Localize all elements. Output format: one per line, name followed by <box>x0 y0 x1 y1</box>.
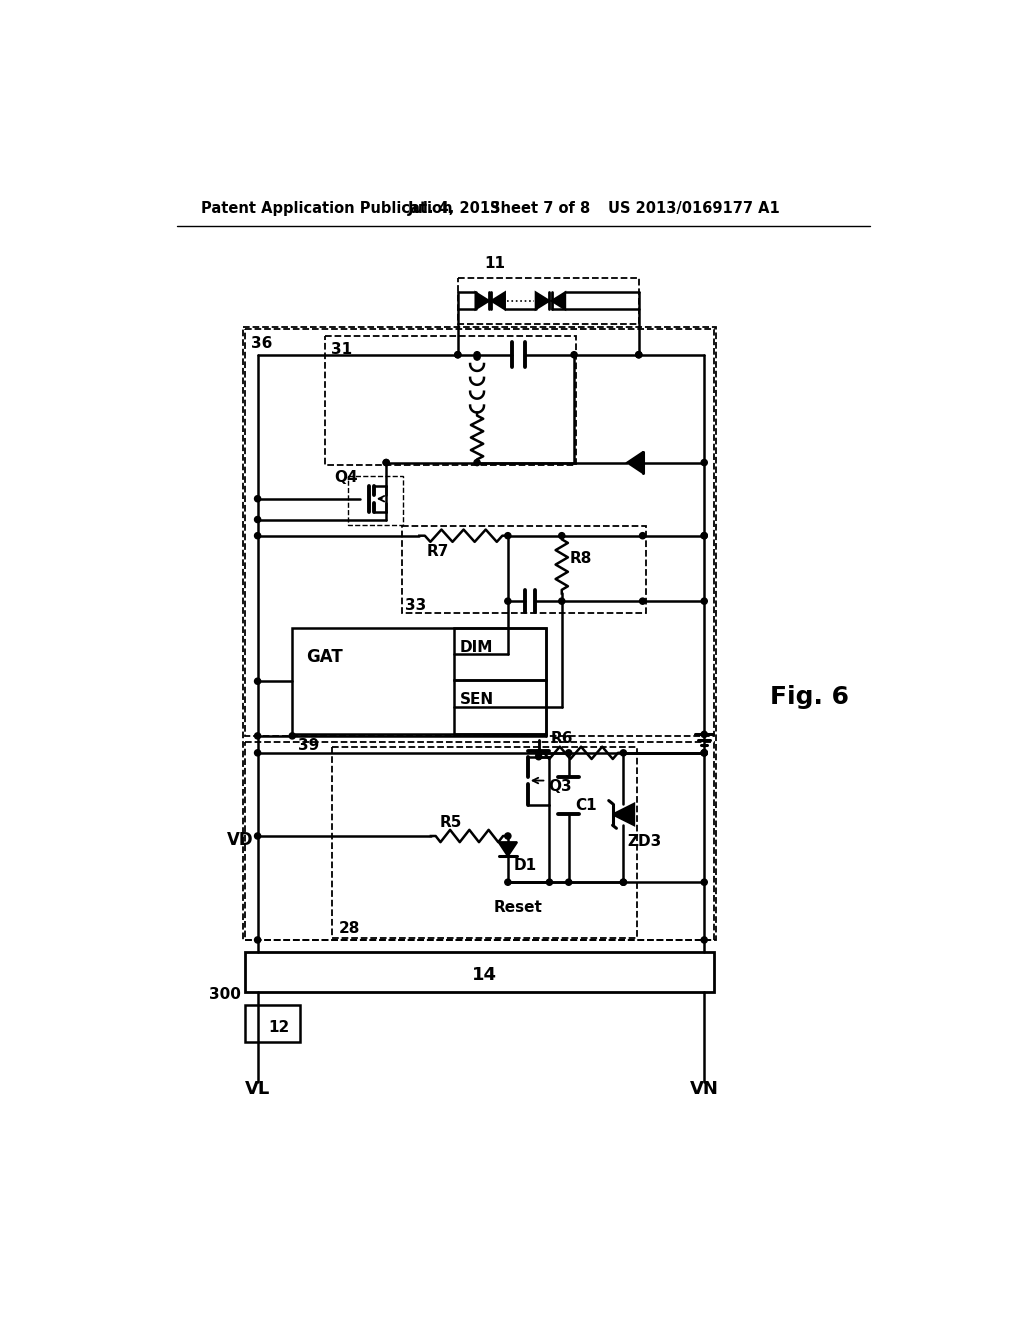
Circle shape <box>505 833 511 840</box>
Bar <box>245 742 714 940</box>
Circle shape <box>701 532 708 539</box>
Text: ZD3: ZD3 <box>628 833 662 849</box>
Text: 36: 36 <box>251 335 272 351</box>
Text: Q3: Q3 <box>548 779 571 795</box>
Circle shape <box>255 750 261 756</box>
Circle shape <box>701 598 708 605</box>
Circle shape <box>474 354 480 360</box>
Text: 12: 12 <box>268 1020 290 1035</box>
Polygon shape <box>536 293 549 309</box>
Circle shape <box>255 495 261 502</box>
Text: Reset: Reset <box>494 900 543 915</box>
Text: R8: R8 <box>569 552 592 566</box>
Circle shape <box>701 731 708 738</box>
Circle shape <box>640 598 646 605</box>
Polygon shape <box>612 804 634 825</box>
Circle shape <box>636 351 642 358</box>
Circle shape <box>383 459 389 466</box>
Text: D1: D1 <box>514 858 538 873</box>
Circle shape <box>383 459 389 466</box>
Circle shape <box>255 678 261 684</box>
Bar <box>245 1006 300 1043</box>
Circle shape <box>289 733 295 739</box>
Circle shape <box>536 750 542 756</box>
Circle shape <box>455 351 461 358</box>
Text: VL: VL <box>245 1080 270 1097</box>
Bar <box>243 327 716 940</box>
Text: Q4: Q4 <box>335 470 358 484</box>
Circle shape <box>701 532 708 539</box>
Bar <box>454 628 547 681</box>
Text: Jul. 4, 2013: Jul. 4, 2013 <box>408 201 501 216</box>
Text: Fig. 6: Fig. 6 <box>770 685 849 709</box>
Text: SEN: SEN <box>460 692 495 708</box>
Bar <box>401 527 646 612</box>
Text: VN: VN <box>690 1080 719 1097</box>
Circle shape <box>571 351 578 358</box>
Circle shape <box>255 733 261 739</box>
Bar <box>325 335 575 465</box>
Circle shape <box>455 351 461 358</box>
Text: US 2013/0169177 A1: US 2013/0169177 A1 <box>608 201 779 216</box>
Bar <box>245 952 714 991</box>
Circle shape <box>701 459 708 466</box>
Circle shape <box>474 459 480 466</box>
Circle shape <box>255 532 261 539</box>
Text: 33: 33 <box>406 598 427 612</box>
Circle shape <box>640 532 646 539</box>
Bar <box>333 747 637 937</box>
Circle shape <box>565 879 571 886</box>
Text: 31: 31 <box>331 342 352 356</box>
Circle shape <box>636 351 642 358</box>
Text: 14: 14 <box>472 966 497 985</box>
Circle shape <box>701 937 708 942</box>
Polygon shape <box>552 293 565 309</box>
Circle shape <box>474 351 480 358</box>
Text: 11: 11 <box>484 256 506 272</box>
Polygon shape <box>492 293 505 309</box>
Polygon shape <box>475 293 489 309</box>
Circle shape <box>505 598 511 605</box>
Text: DIM: DIM <box>460 640 494 655</box>
Circle shape <box>559 598 565 605</box>
Text: GAT: GAT <box>306 648 343 667</box>
Bar <box>245 330 714 737</box>
Circle shape <box>559 532 565 539</box>
Circle shape <box>565 750 571 756</box>
Bar <box>292 628 547 734</box>
Bar <box>458 277 639 323</box>
Text: Sheet 7 of 8: Sheet 7 of 8 <box>490 201 591 216</box>
Circle shape <box>701 750 708 756</box>
Circle shape <box>255 516 261 523</box>
Circle shape <box>621 879 627 886</box>
Circle shape <box>255 833 261 840</box>
Text: C1: C1 <box>574 797 596 813</box>
Text: R6: R6 <box>550 731 572 747</box>
Text: VD: VD <box>227 830 254 849</box>
Text: R7: R7 <box>427 544 450 558</box>
Polygon shape <box>499 842 517 855</box>
Circle shape <box>701 750 708 756</box>
Text: 28: 28 <box>339 921 359 936</box>
Text: 39: 39 <box>298 738 319 754</box>
Bar <box>348 475 403 525</box>
Polygon shape <box>628 451 643 474</box>
Text: 300: 300 <box>209 986 241 1002</box>
Circle shape <box>621 750 627 756</box>
Circle shape <box>701 879 708 886</box>
Circle shape <box>547 879 553 886</box>
Circle shape <box>505 532 511 539</box>
Circle shape <box>505 879 511 886</box>
Circle shape <box>255 937 261 942</box>
Circle shape <box>621 879 627 886</box>
Circle shape <box>536 754 542 760</box>
Text: Patent Application Publication: Patent Application Publication <box>202 201 453 216</box>
Bar <box>454 681 547 734</box>
Text: R5: R5 <box>440 814 463 830</box>
Circle shape <box>701 750 708 756</box>
